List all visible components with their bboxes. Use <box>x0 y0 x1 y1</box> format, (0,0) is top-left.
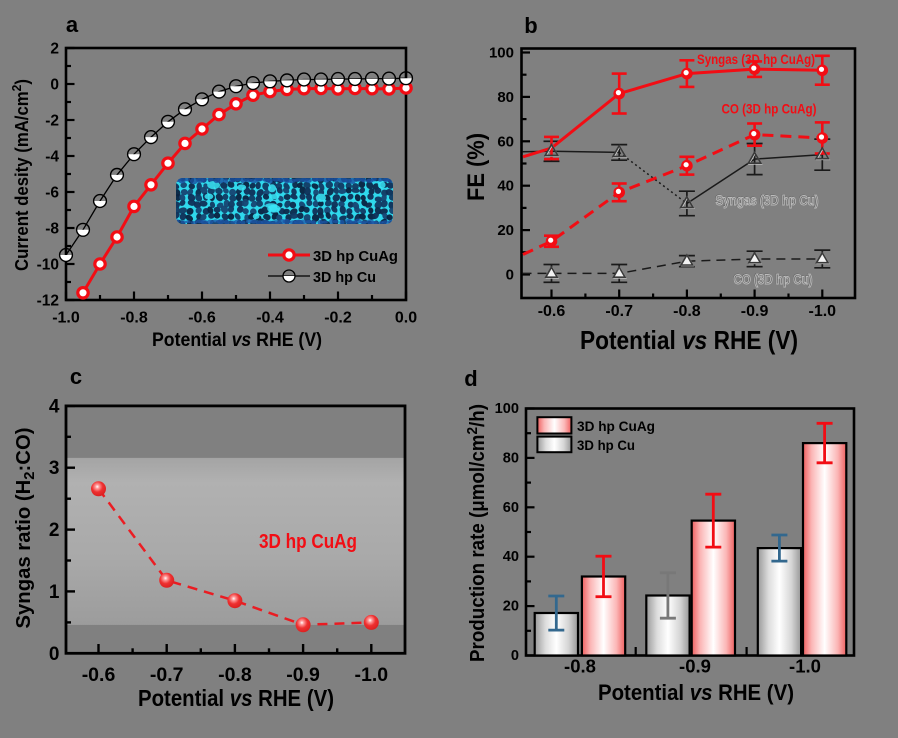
svg-text:-0.2: -0.2 <box>324 310 352 327</box>
svg-text:-0.6: -0.6 <box>188 310 216 327</box>
svg-text:3D hp Cu: 3D hp Cu <box>313 270 376 286</box>
svg-text:b: b <box>524 13 537 38</box>
svg-text:Syngas (3D hp CuAg): Syngas (3D hp CuAg) <box>697 51 815 67</box>
svg-text:4: 4 <box>49 396 60 417</box>
svg-text:-0.9: -0.9 <box>286 664 320 686</box>
svg-text:-6: -6 <box>45 184 59 201</box>
svg-text:FE (%): FE (%) <box>463 133 490 201</box>
svg-text:CO (3D hp CuAg): CO (3D hp CuAg) <box>722 101 817 117</box>
svg-text:c: c <box>70 364 82 389</box>
svg-text:Syngas ratio (H2:CO): Syngas ratio (H2:CO) <box>12 428 38 629</box>
svg-text:Potential vs RHE (V): Potential vs RHE (V) <box>598 680 794 705</box>
svg-text:3D hp CuAg: 3D hp CuAg <box>577 419 655 434</box>
svg-text:80: 80 <box>497 89 514 106</box>
svg-text:20: 20 <box>497 222 514 239</box>
svg-text:-0.9: -0.9 <box>679 656 711 677</box>
svg-text:-1.0: -1.0 <box>809 303 837 320</box>
svg-text:80: 80 <box>503 450 519 466</box>
svg-text:100: 100 <box>489 45 514 62</box>
svg-text:-0.8: -0.8 <box>564 656 596 677</box>
svg-text:2: 2 <box>50 40 59 57</box>
svg-text:-0.6: -0.6 <box>538 303 566 320</box>
svg-text:d: d <box>464 366 477 391</box>
svg-text:CO (3D hp Cu): CO (3D hp Cu) <box>733 272 812 287</box>
svg-text:0: 0 <box>49 644 60 665</box>
svg-text:100: 100 <box>495 401 519 417</box>
svg-text:Potential vs RHE (V): Potential vs RHE (V) <box>138 685 334 711</box>
svg-text:40: 40 <box>503 549 519 565</box>
svg-text:-0.8: -0.8 <box>120 310 148 327</box>
svg-text:60: 60 <box>503 500 519 516</box>
svg-text:-0.8: -0.8 <box>218 664 252 686</box>
svg-text:Potential vs RHE (V): Potential vs RHE (V) <box>580 325 798 355</box>
svg-text:1: 1 <box>49 582 60 603</box>
svg-text:3D hp CuAg: 3D hp CuAg <box>259 531 357 553</box>
svg-text:40: 40 <box>497 178 514 195</box>
svg-text:-0.7: -0.7 <box>605 303 633 320</box>
svg-text:-0.8: -0.8 <box>673 303 701 320</box>
svg-text:0: 0 <box>506 267 514 284</box>
svg-text:-0.9: -0.9 <box>741 303 769 320</box>
svg-text:-10: -10 <box>37 256 59 273</box>
svg-text:-1.0: -1.0 <box>789 656 821 677</box>
svg-text:-8: -8 <box>45 220 59 237</box>
svg-text:Production rate (μmol/cm2/h): Production rate (μmol/cm2/h) <box>465 404 489 662</box>
svg-text:-0.7: -0.7 <box>150 664 184 686</box>
svg-text:20: 20 <box>503 599 519 615</box>
svg-text:-1.0: -1.0 <box>354 664 388 686</box>
svg-text:Syngas (3D hp Cu): Syngas (3D hp Cu) <box>715 193 818 208</box>
svg-text:-2: -2 <box>45 112 59 129</box>
svg-text:3D hp CuAg: 3D hp CuAg <box>313 249 398 265</box>
svg-text:Potential vs RHE (V): Potential vs RHE (V) <box>152 329 322 351</box>
svg-text:a: a <box>66 12 79 37</box>
svg-text:Current desity (mA/cm2): Current desity (mA/cm2) <box>9 79 32 271</box>
svg-text:3D hp Cu: 3D hp Cu <box>577 438 635 453</box>
svg-text:0.0: 0.0 <box>395 310 417 327</box>
svg-text:0: 0 <box>511 648 519 664</box>
svg-text:60: 60 <box>497 133 514 150</box>
svg-text:-12: -12 <box>37 292 59 309</box>
svg-text:-0.6: -0.6 <box>82 664 116 686</box>
svg-text:-0.4: -0.4 <box>256 310 284 327</box>
svg-text:3: 3 <box>49 458 60 479</box>
svg-text:CO (3D hp Cu): CO (3D hp Cu) <box>734 272 813 287</box>
svg-text:2: 2 <box>49 520 60 541</box>
svg-text:Syngas (3D hp Cu): Syngas (3D hp Cu) <box>716 193 819 208</box>
svg-text:-1.0: -1.0 <box>52 310 80 327</box>
svg-text:0: 0 <box>50 76 59 93</box>
svg-text:-4: -4 <box>45 148 59 165</box>
